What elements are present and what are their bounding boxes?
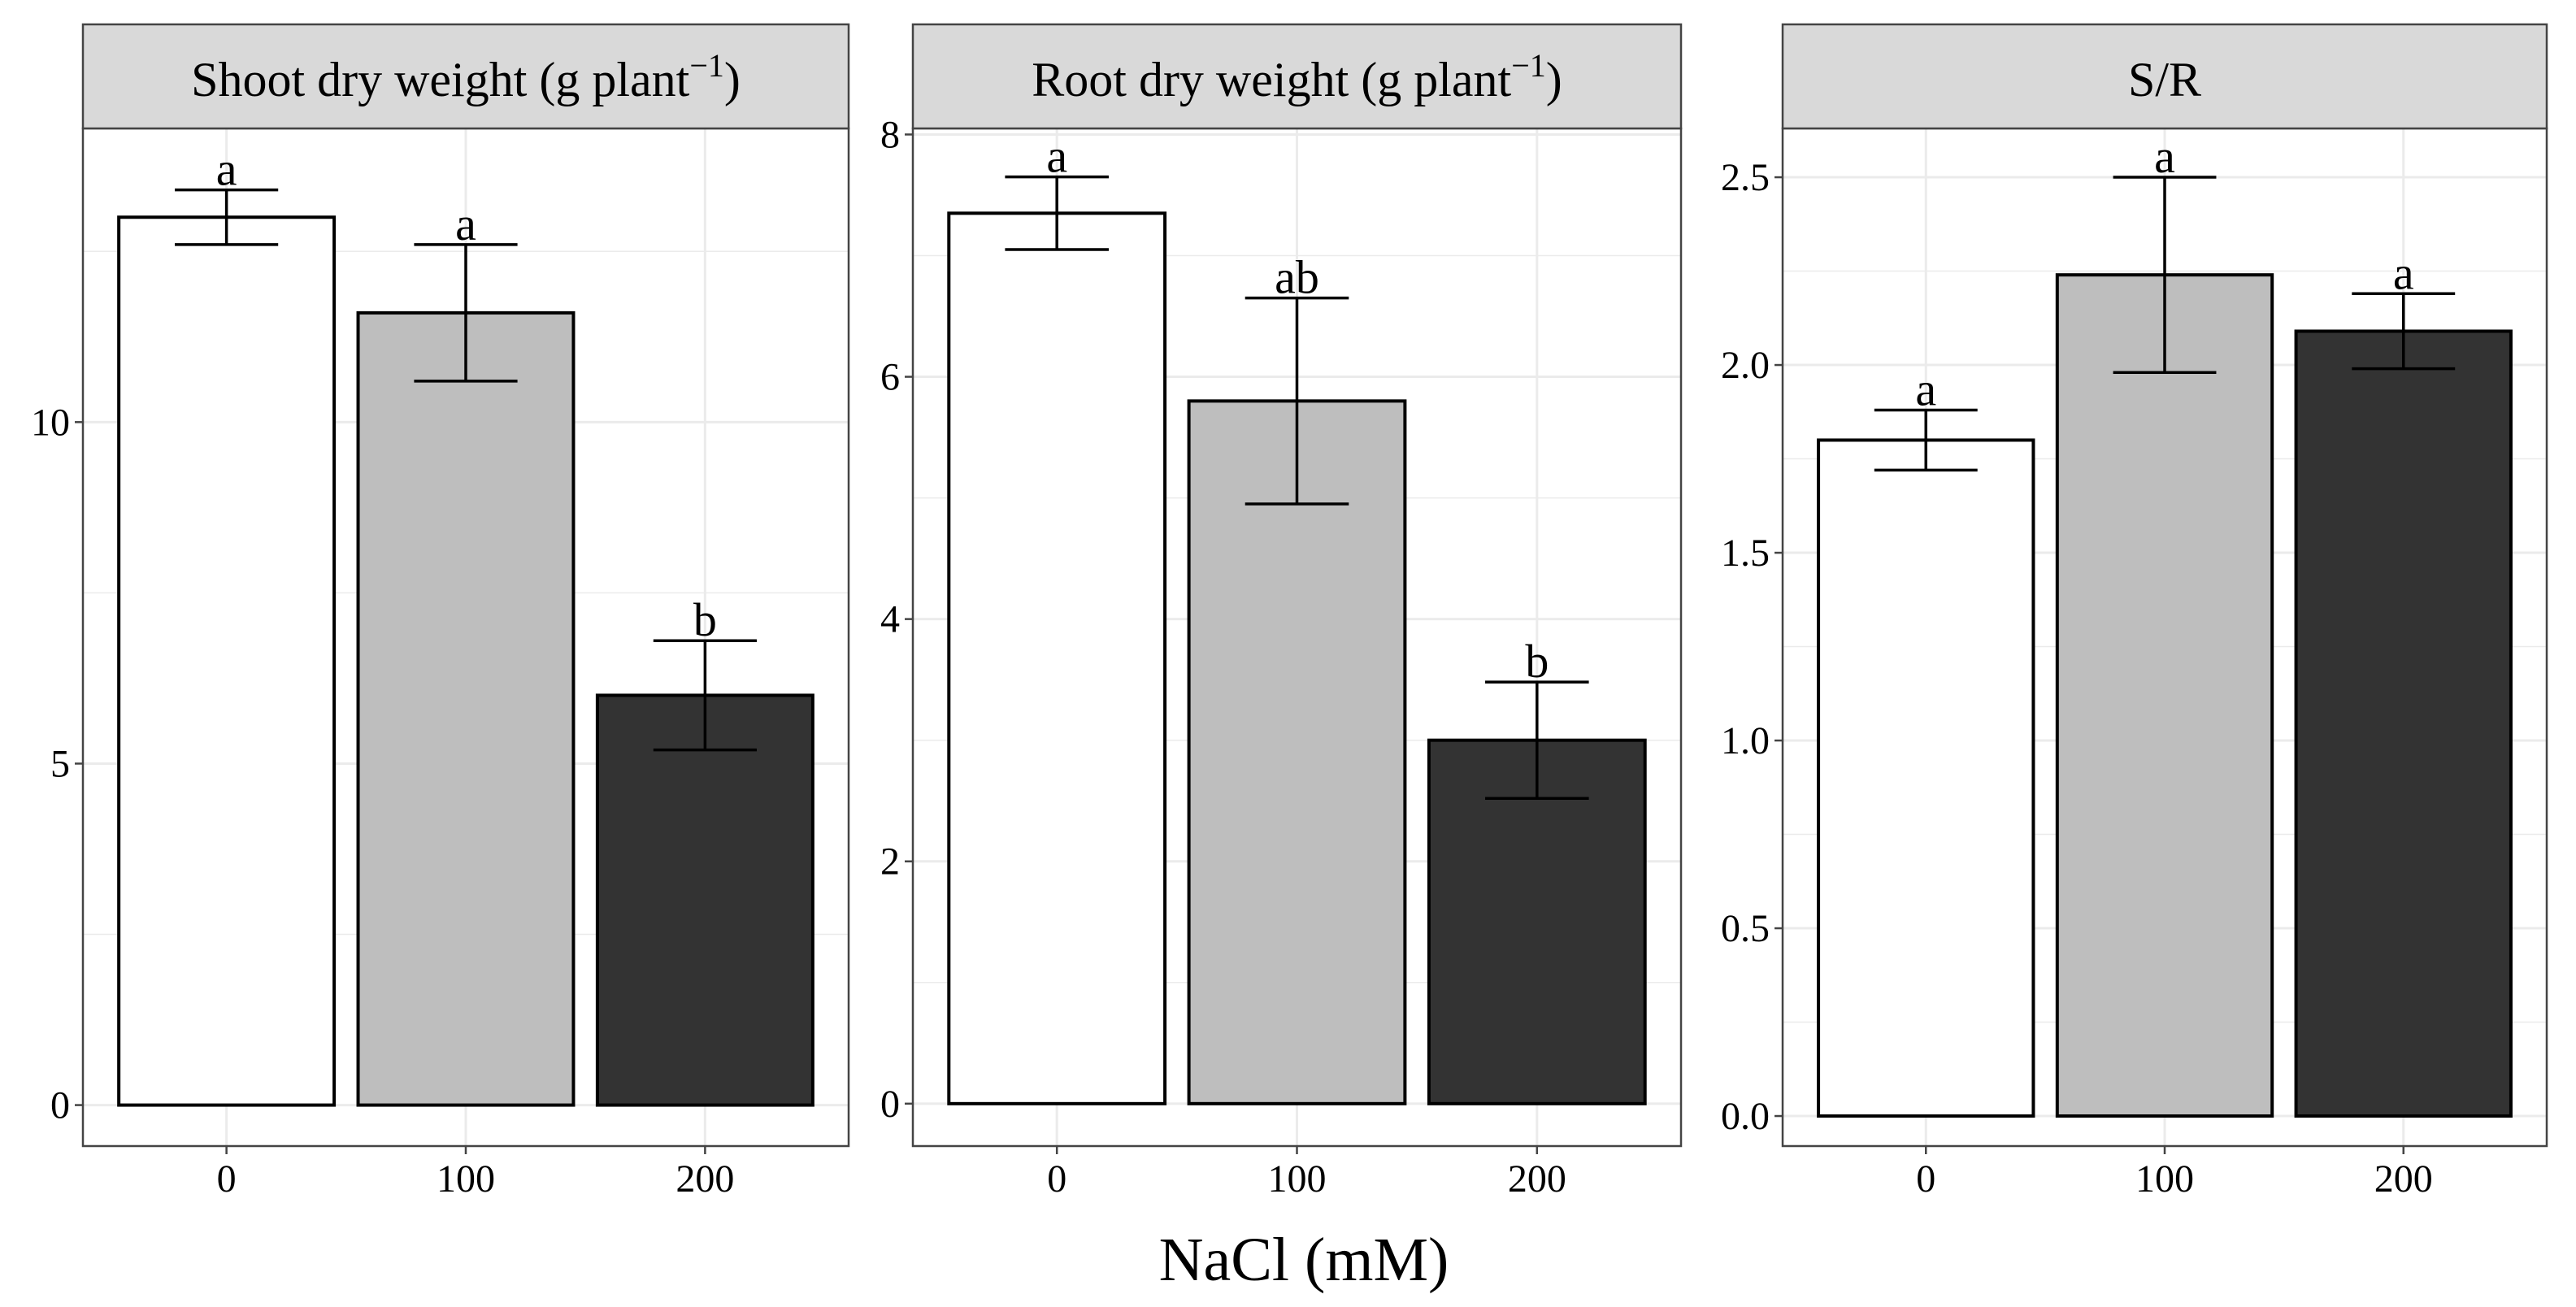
significance-label: a	[2154, 130, 2175, 183]
facet-title-main: S/R	[2128, 53, 2201, 106]
y-tick-label: 2.0	[1721, 344, 1770, 387]
y-tick-label: 1.5	[1721, 532, 1770, 575]
bar-100	[1187, 399, 1407, 1105]
significance-label: b	[1525, 635, 1549, 688]
y-tick-label: 5	[50, 742, 70, 785]
facet-strip	[81, 23, 850, 130]
significance-label: b	[693, 593, 717, 646]
chart-panel-3: a a a S/R 0.0 0.5 1.0 1.5 2.0 2.5 0 100 200	[1721, 23, 2548, 1201]
significance-label: a	[455, 198, 476, 250]
significance-label: ab	[1275, 251, 1319, 304]
bar-100	[2055, 273, 2274, 1118]
significance-label: a	[1915, 363, 1936, 415]
x-axis-title: NaCl (mM)	[1159, 1226, 1449, 1294]
x-tick-label: 100	[2135, 1157, 2194, 1201]
y-tick-label: 1.0	[1721, 719, 1770, 762]
bar-0	[947, 211, 1167, 1105]
bar-200	[595, 693, 815, 1107]
facet-title-superscript: −1	[1511, 47, 1546, 84]
bar-0	[1817, 438, 2035, 1118]
x-tick-label: 0	[1047, 1157, 1066, 1201]
y-tick-label: 2	[880, 840, 900, 884]
chart-panel-2: a ab b Root dry weight (g plant−1) 0 2 4 6 8 0 100…	[880, 23, 1683, 1201]
x-tick-label: 200	[675, 1157, 734, 1201]
y-tick-label: 0	[880, 1083, 900, 1126]
facet-strip-title: S/R	[2128, 53, 2201, 106]
bar-200	[2294, 329, 2513, 1118]
significance-label: a	[1046, 130, 1067, 183]
bar-200	[1427, 738, 1647, 1105]
x-tick-label: 200	[1508, 1157, 1566, 1201]
bar-100	[356, 310, 576, 1107]
facet-title-superscript: −1	[689, 47, 724, 84]
facet-strip-title: Root dry weight (g plant−1)	[1032, 47, 1562, 106]
significance-label: a	[2393, 246, 2414, 299]
x-tick-label: 100	[1268, 1157, 1327, 1201]
bar-0	[117, 215, 337, 1107]
facet-title-close: )	[724, 53, 741, 106]
facet-strip-title: Shoot dry weight (g plant−1)	[191, 47, 741, 106]
facet-title-main: Root dry weight (g plant	[1032, 53, 1511, 106]
y-tick-label: 0.5	[1721, 907, 1770, 950]
x-tick-label: 0	[1916, 1157, 1935, 1201]
y-tick-label: 0	[50, 1084, 70, 1127]
x-tick-label: 0	[217, 1157, 237, 1201]
y-tick-label: 8	[880, 113, 900, 156]
y-tick-label: 10	[31, 401, 70, 444]
y-tick-label: 2.5	[1721, 156, 1770, 199]
facet-title-close: )	[1546, 53, 1562, 106]
facet-strip	[911, 23, 1683, 130]
x-tick-label: 100	[437, 1157, 495, 1201]
y-tick-label: 0.0	[1721, 1095, 1770, 1138]
significance-label: a	[216, 143, 237, 196]
facet-title-main: Shoot dry weight (g plant	[191, 53, 690, 106]
facet-strip	[1781, 23, 2548, 130]
y-tick-label: 4	[880, 598, 900, 641]
x-tick-label: 200	[2374, 1157, 2433, 1201]
y-tick-label: 6	[880, 356, 900, 399]
